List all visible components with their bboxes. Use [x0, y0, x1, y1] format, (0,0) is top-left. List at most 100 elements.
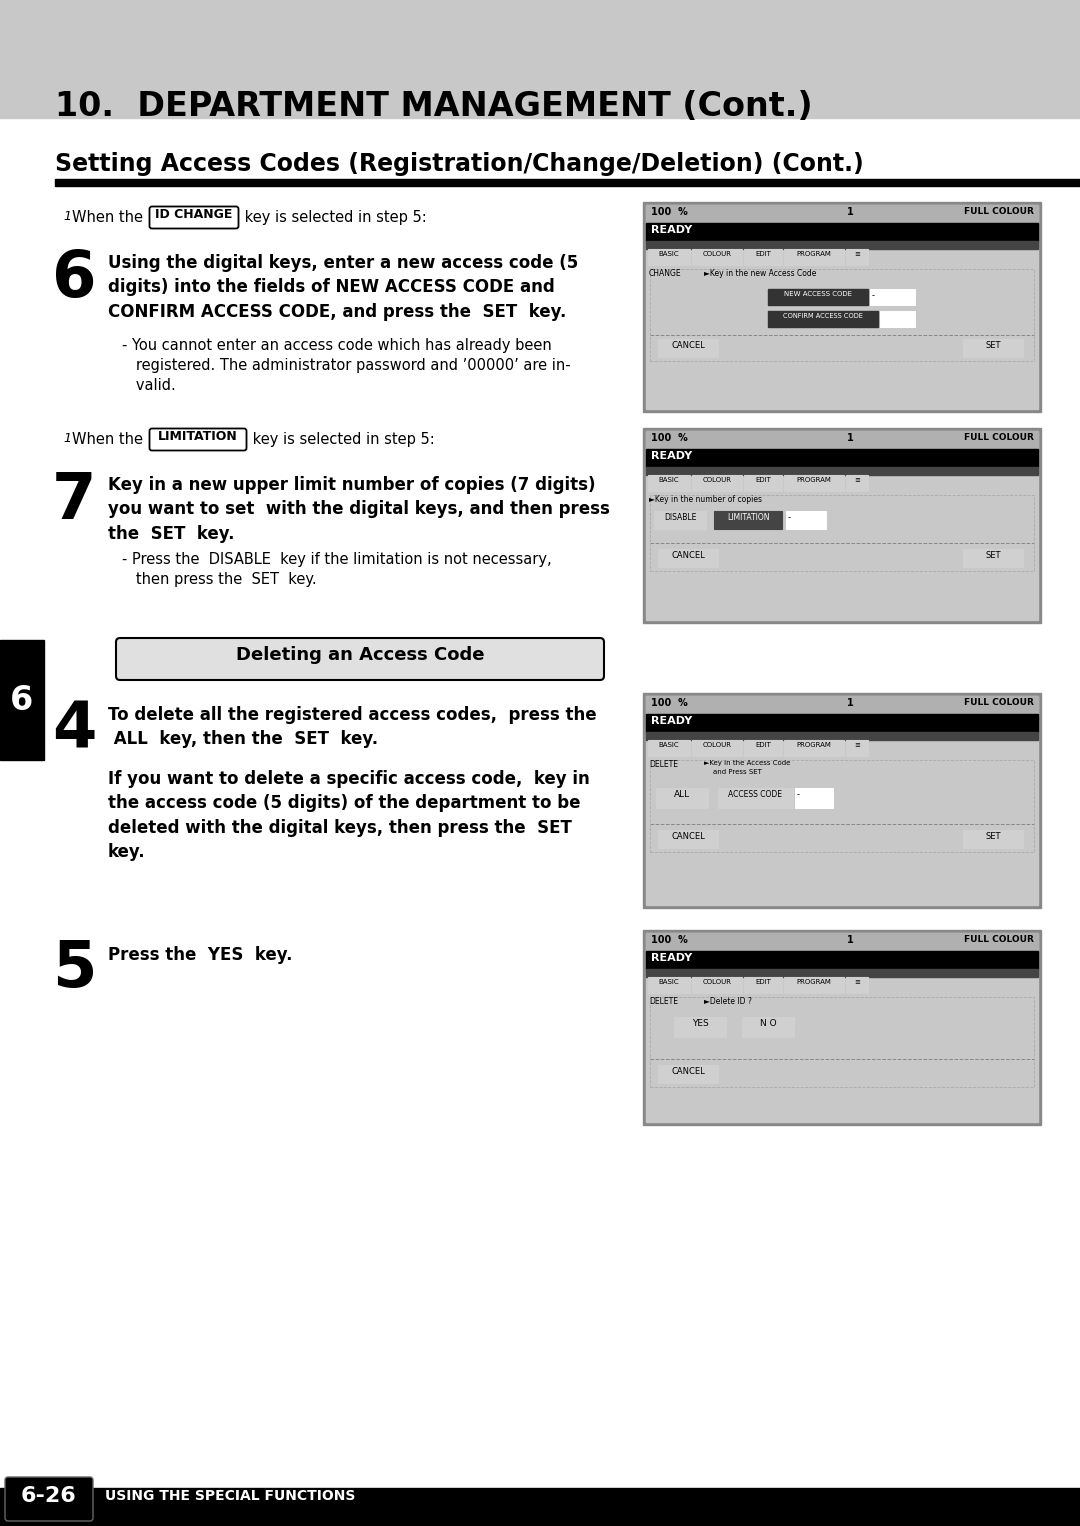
Text: PROGRAM: PROGRAM	[797, 980, 832, 984]
Text: Press the  YES  key.: Press the YES key.	[108, 946, 293, 964]
Bar	[658, 830, 718, 848]
Text: 6: 6	[11, 684, 33, 717]
Text: SET: SET	[985, 832, 1001, 841]
Text: BASIC: BASIC	[659, 478, 679, 484]
Text: 7: 7	[52, 470, 96, 533]
Bar	[646, 430, 1038, 620]
Bar	[786, 511, 826, 530]
Bar	[646, 969, 1038, 977]
Bar	[768, 311, 878, 327]
Bar	[646, 449, 1038, 467]
Text: Deleting an Access Code: Deleting an Access Code	[235, 645, 484, 664]
Text: 1: 1	[63, 432, 71, 446]
Bar	[650, 996, 1034, 1087]
Bar	[648, 475, 690, 491]
Bar	[795, 787, 833, 807]
Text: BASIC: BASIC	[659, 980, 679, 984]
Bar	[0, 1488, 1080, 1526]
Text: DELETE: DELETE	[649, 996, 678, 1006]
Text: SET: SET	[985, 551, 1001, 560]
Text: ACCESS CODE: ACCESS CODE	[729, 790, 783, 800]
Bar	[692, 249, 742, 266]
Text: FULL COLOUR: FULL COLOUR	[964, 208, 1034, 217]
Bar	[643, 427, 1041, 623]
Text: 100  %: 100 %	[651, 433, 688, 443]
Text: ≡: ≡	[854, 250, 860, 256]
Text: 10.  DEPARTMENT MANAGEMENT (Cont.): 10. DEPARTMENT MANAGEMENT (Cont.)	[55, 90, 812, 124]
Text: CANCEL: CANCEL	[671, 832, 705, 841]
Bar	[963, 339, 1023, 357]
Text: EDIT: EDIT	[755, 742, 771, 748]
Text: CANCEL: CANCEL	[671, 1067, 705, 1076]
Text: ≡: ≡	[854, 478, 860, 484]
Text: COLOUR: COLOUR	[702, 478, 731, 484]
Text: USING THE SPECIAL FUNCTIONS: USING THE SPECIAL FUNCTIONS	[105, 1489, 355, 1503]
Text: When the: When the	[72, 432, 148, 447]
Text: READY: READY	[651, 452, 692, 461]
Text: EDIT: EDIT	[755, 250, 771, 256]
Bar	[658, 549, 718, 568]
Text: READY: READY	[651, 954, 692, 963]
Bar	[674, 1016, 726, 1038]
Bar	[718, 787, 793, 807]
Bar	[650, 494, 1034, 571]
Text: EDIT: EDIT	[755, 980, 771, 984]
Text: N O: N O	[759, 1019, 777, 1029]
Bar	[744, 249, 782, 266]
Bar	[648, 249, 690, 266]
Bar	[768, 288, 868, 305]
Text: Using the digital keys, enter a new access code (5
digits) into the fields of NE: Using the digital keys, enter a new acce…	[108, 253, 578, 320]
Text: CANCEL: CANCEL	[671, 340, 705, 349]
Text: key is selected in step 5:: key is selected in step 5:	[240, 211, 427, 224]
Text: key is selected in step 5:: key is selected in step 5:	[248, 432, 435, 447]
Bar	[646, 696, 1038, 714]
Bar	[643, 201, 1041, 412]
Bar	[654, 511, 706, 530]
Text: YES: YES	[691, 1019, 708, 1029]
Bar	[784, 249, 843, 266]
Bar	[646, 932, 1038, 951]
Text: 6-26: 6-26	[22, 1486, 77, 1506]
Text: 1: 1	[63, 211, 71, 223]
Text: ►Key in the number of copies: ►Key in the number of copies	[649, 494, 762, 504]
Bar	[880, 311, 915, 327]
Text: 1: 1	[847, 935, 853, 945]
Text: 1: 1	[847, 208, 853, 217]
Text: CHANGE: CHANGE	[649, 269, 681, 278]
Text: SET: SET	[985, 340, 1001, 349]
Bar	[692, 475, 742, 491]
Bar	[714, 511, 782, 530]
Text: ≡: ≡	[854, 742, 860, 748]
Text: If you want to delete a specific access code,  key in
the access code (5 digits): If you want to delete a specific access …	[108, 771, 590, 861]
Bar	[742, 1016, 794, 1038]
Text: DELETE: DELETE	[649, 760, 678, 769]
Bar	[784, 475, 843, 491]
Bar	[55, 179, 1080, 186]
Bar	[646, 223, 1038, 241]
Text: ►Delete ID ?: ►Delete ID ?	[704, 996, 752, 1006]
Bar	[646, 204, 1038, 223]
Bar	[846, 249, 868, 266]
Text: CANCEL: CANCEL	[671, 551, 705, 560]
Text: BASIC: BASIC	[659, 742, 679, 748]
Text: 100  %: 100 %	[651, 935, 688, 945]
Bar	[870, 288, 915, 305]
Text: FULL COLOUR: FULL COLOUR	[964, 697, 1034, 707]
Text: -: -	[797, 790, 800, 800]
Text: When the: When the	[72, 211, 148, 224]
Text: Key in a new upper limit number of copies (7 digits)
you want to set  with the d: Key in a new upper limit number of copie…	[108, 476, 610, 543]
Text: ►Key in the Access Code
    and Press SET: ►Key in the Access Code and Press SET	[704, 760, 791, 775]
Text: To delete all the registered access codes,  press the
 ALL  key, then the  SET  : To delete all the registered access code…	[108, 707, 596, 748]
Bar	[0, 639, 44, 760]
Text: DISABLE: DISABLE	[664, 513, 697, 522]
Text: CONFIRM ACCESS CODE: CONFIRM ACCESS CODE	[783, 313, 863, 319]
Bar	[646, 467, 1038, 475]
Text: 5: 5	[52, 938, 96, 1000]
Text: NEW ACCESS CODE: NEW ACCESS CODE	[784, 291, 852, 298]
Bar	[744, 740, 782, 755]
Text: ≡: ≡	[854, 980, 860, 984]
Bar	[744, 977, 782, 993]
Text: ID CHANGE: ID CHANGE	[156, 208, 232, 221]
Bar	[648, 740, 690, 755]
Bar	[784, 740, 843, 755]
